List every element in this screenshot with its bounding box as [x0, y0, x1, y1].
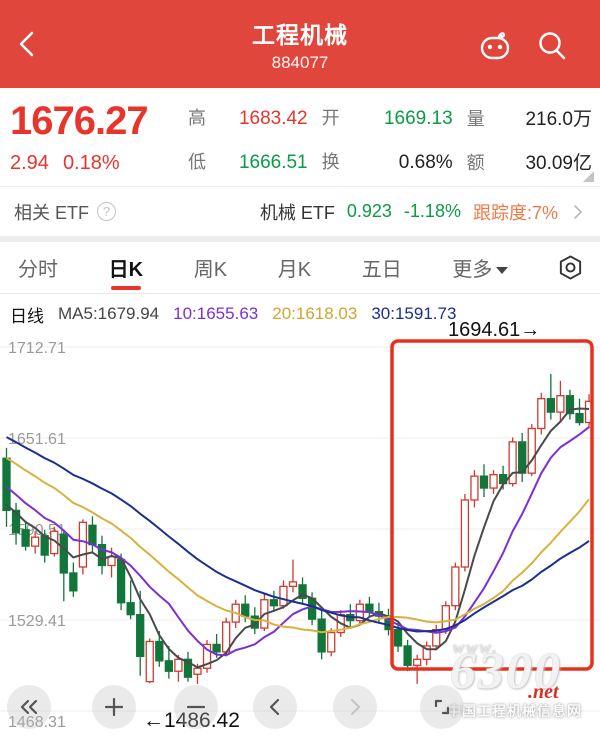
zoom-in-button[interactable] [92, 685, 136, 729]
etf-change-percent: -1.18% [403, 201, 461, 221]
legend-period: 日线 [10, 306, 44, 326]
help-icon[interactable] [97, 202, 116, 221]
app-header: 工程机械 884077 [0, 0, 600, 88]
tab-weekly-k[interactable]: 周K [193, 259, 228, 281]
low-annotation: ←1486.42 [143, 709, 240, 732]
chevron-right-icon [574, 204, 582, 219]
svg-text:1712.71: 1712.71 [8, 340, 66, 357]
tab-monthly-k[interactable]: 月K [277, 259, 312, 281]
expand-corner-handle[interactable] [583, 171, 594, 182]
rewind-button[interactable] [7, 685, 51, 729]
pan-right-button[interactable] [333, 685, 377, 729]
legend-ma20: 20:1618.03 [272, 304, 358, 323]
search-icon[interactable] [532, 26, 572, 66]
index-code: 884077 [271, 53, 329, 72]
stat-volume: 量 216.0万 [466, 109, 592, 130]
stat-turnover-rate: 换 0.68% [321, 152, 453, 173]
tab-daily-k[interactable]: 日K [107, 243, 145, 292]
fullscreen-button[interactable] [420, 685, 464, 729]
back-icon[interactable] [10, 26, 46, 62]
dropdown-caret-icon [496, 267, 509, 275]
related-etf-row[interactable]: 相关 ETF 机械 ETF 0.923 -1.18% 跟踪度:7% [0, 186, 600, 236]
period-tabs: 分时 日K 周K 月K 五日 更多 [0, 242, 600, 294]
ma-legend: 日线 MA5:1679.94 10:1655.63 20:1618.03 30:… [0, 294, 600, 334]
quote-stats-grid: 高 1683.42 开 1669.13 量 216.0万 低 1666.51 换 0.68… [188, 98, 592, 178]
assistant-robot-icon[interactable] [475, 26, 515, 66]
stat-amount: 额 30.09亿 [466, 153, 592, 174]
zoom-out-button[interactable] [174, 685, 218, 729]
last-price: 1676.27 [10, 99, 149, 143]
svg-text:1651.61: 1651.61 [8, 431, 66, 448]
etf-tracking: 跟踪度:7% [472, 202, 558, 223]
svg-text:1529.41: 1529.41 [8, 613, 66, 630]
chart-area[interactable]: 1712.71 1651.61 1590.51 1529.41 1468.31 1694… [0, 319, 600, 737]
page-title: 工程机械 [252, 22, 348, 48]
chart-settings-icon[interactable] [557, 254, 584, 281]
stat-high: 高 1683.42 [188, 108, 308, 129]
pan-left-button[interactable] [253, 685, 297, 729]
stat-low: 低 1666.51 [188, 152, 308, 173]
stat-open: 开 1669.13 [321, 108, 453, 129]
tab-more[interactable]: 更多 [450, 243, 510, 292]
etf-name: 机械 ETF [259, 202, 335, 223]
quote-panel: 1676.27 2.94 0.18% 高 1683.42 开 1669.13 量 216… [0, 88, 600, 186]
high-annotation: 1694.61→ [448, 319, 541, 341]
price-change-percent: 0.18% [62, 152, 120, 174]
etf-price: 0.923 [346, 201, 392, 221]
legend-ma5: MA5:1679.94 [58, 304, 160, 323]
tab-five-day[interactable]: 五日 [361, 259, 402, 281]
legend-ma10: 10:1655.63 [173, 304, 259, 323]
legend-ma30: 30:1591.73 [371, 304, 457, 323]
related-etf-label: 相关 ETF [14, 202, 89, 223]
tab-minute[interactable]: 分时 [18, 259, 58, 281]
section-divider [0, 236, 600, 242]
svg-text:1468.31: 1468.31 [8, 714, 66, 731]
price-change: 2.94 [10, 152, 49, 174]
